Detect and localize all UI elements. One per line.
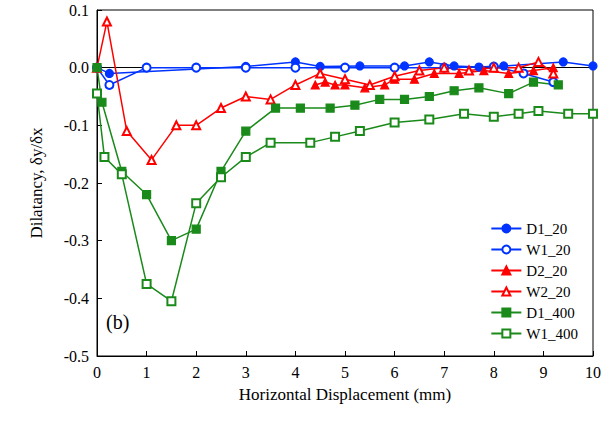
svg-text:4: 4 (291, 364, 299, 381)
svg-text:Horizontal Displacement (mm): Horizontal Displacement (mm) (239, 385, 451, 404)
svg-text:0: 0 (93, 364, 101, 381)
svg-text:-0.4: -0.4 (64, 290, 89, 307)
svg-text:W2_20: W2_20 (526, 284, 570, 300)
svg-text:0.1: 0.1 (69, 2, 89, 19)
svg-text:-0.3: -0.3 (64, 232, 89, 249)
svg-text:D1_400: D1_400 (526, 305, 574, 321)
svg-text:3: 3 (242, 364, 250, 381)
svg-text:6: 6 (391, 364, 399, 381)
svg-text:Dilatancy, δy/δx: Dilatancy, δy/δx (27, 127, 46, 239)
svg-text:7: 7 (440, 364, 448, 381)
svg-text:D2_20: D2_20 (526, 263, 567, 279)
svg-text:2: 2 (192, 364, 200, 381)
svg-text:-0.5: -0.5 (64, 348, 89, 365)
svg-text:9: 9 (539, 364, 547, 381)
svg-text:0.0: 0.0 (69, 59, 89, 76)
svg-text:W1_400: W1_400 (526, 326, 578, 342)
svg-text:8: 8 (490, 364, 498, 381)
svg-text:(b): (b) (106, 311, 129, 334)
svg-text:5: 5 (341, 364, 349, 381)
svg-text:D1_20: D1_20 (526, 221, 567, 237)
svg-text:1: 1 (143, 364, 151, 381)
svg-text:10: 10 (585, 364, 601, 381)
svg-text:-0.1: -0.1 (64, 117, 89, 134)
svg-text:-0.2: -0.2 (64, 175, 89, 192)
svg-text:W1_20: W1_20 (526, 242, 570, 258)
